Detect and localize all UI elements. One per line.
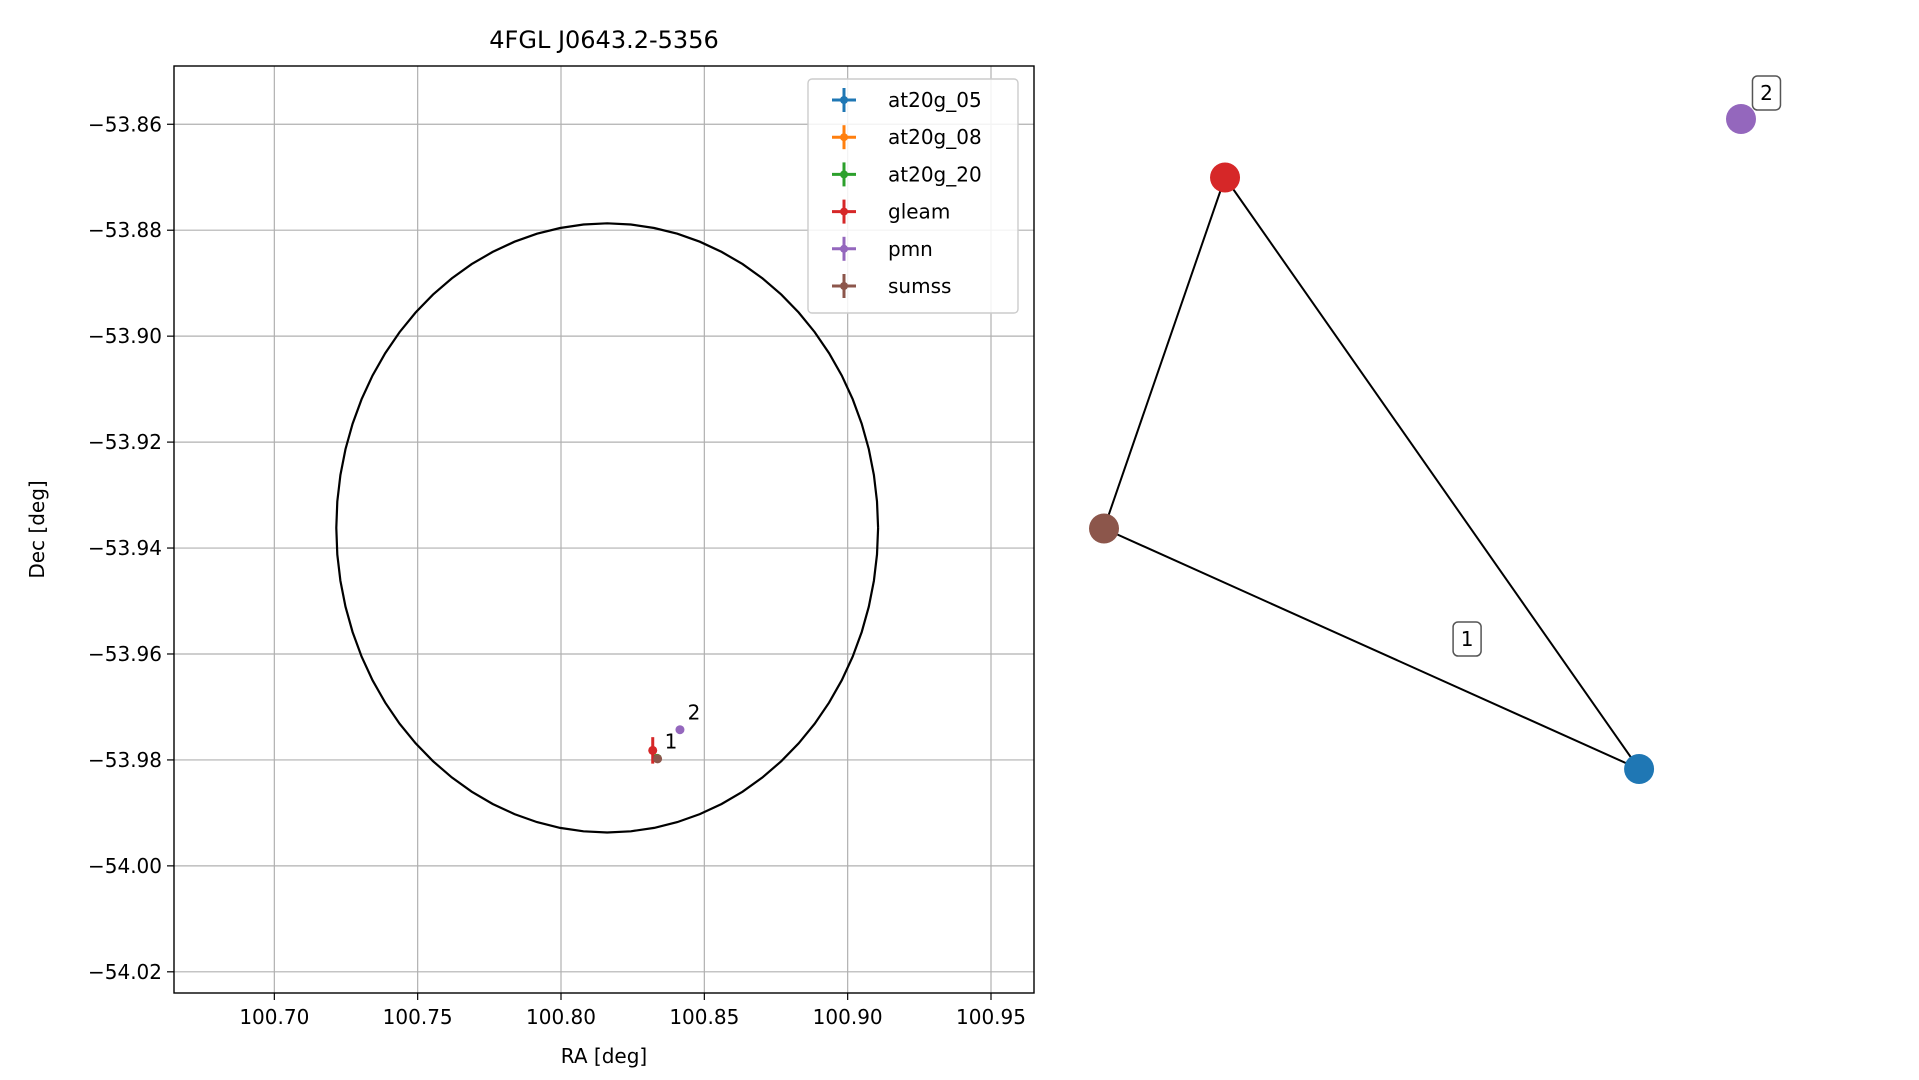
legend-marker-gleam bbox=[840, 207, 848, 216]
localization-ellipse bbox=[335, 222, 880, 834]
legend-frame bbox=[807, 78, 1019, 314]
y-tick-label: −53.88 bbox=[88, 218, 162, 242]
legend-label-pmn: pmn bbox=[888, 237, 933, 261]
y-tick-label: −53.94 bbox=[88, 536, 162, 560]
network-label-2: 2 bbox=[1760, 81, 1773, 105]
marker-gleam bbox=[648, 745, 658, 755]
plot-frame bbox=[173, 65, 1035, 994]
edge-gleam-sumss bbox=[1103, 177, 1226, 529]
legend-marker-at20g_05 bbox=[840, 96, 848, 104]
network-graph: 12 bbox=[1089, 75, 1782, 784]
y-axis-label: Dec [deg] bbox=[25, 480, 49, 578]
marker-pmn bbox=[675, 725, 685, 735]
y-tick-label: −54.02 bbox=[88, 960, 162, 984]
source-markers bbox=[648, 725, 685, 764]
network-label-box-1 bbox=[1452, 621, 1482, 657]
network-labels: 12 bbox=[1452, 75, 1782, 657]
network-label-1: 1 bbox=[1461, 627, 1474, 651]
y-tick-label: −53.98 bbox=[88, 748, 162, 772]
y-tick-label: −53.92 bbox=[88, 430, 162, 454]
legend-label-at20g_05: at20g_05 bbox=[888, 88, 982, 112]
sky-plot: 12 100.70 100.75 100.80 100.85 100.90 100.95 … bbox=[25, 26, 1035, 1068]
legend-label-gleam: gleam bbox=[888, 200, 950, 224]
legend-marker-at20g_20 bbox=[840, 170, 848, 179]
node-gleam bbox=[1210, 162, 1241, 193]
source-annotation-1: 1 bbox=[665, 729, 678, 753]
network-label-box-2 bbox=[1751, 75, 1782, 111]
network-nodes bbox=[1089, 104, 1756, 784]
legend-marker-sumss bbox=[840, 282, 848, 290]
legend-label-sumss: sumss bbox=[888, 274, 951, 298]
network-edges bbox=[1103, 176, 1640, 770]
y-tick-label: −53.96 bbox=[88, 642, 162, 666]
source-annotations: 12 bbox=[665, 701, 701, 754]
edge-gleam-at20g bbox=[1224, 176, 1640, 770]
x-tick-label: 100.70 bbox=[239, 1005, 309, 1029]
x-tick-label: 100.75 bbox=[383, 1005, 453, 1029]
x-tick-label: 100.80 bbox=[526, 1005, 596, 1029]
node-sumss bbox=[1089, 513, 1119, 544]
x-tick-label: 100.95 bbox=[956, 1005, 1026, 1029]
y-axis-ticks: −53.86 −53.88 −53.90 −53.92 −53.94 −53.96 −53.… bbox=[88, 112, 174, 984]
edge-sumss-at20g bbox=[1103, 527, 1640, 770]
marker-sumss bbox=[653, 754, 663, 764]
chart-title: 4FGL J0643.2-5356 bbox=[489, 26, 718, 54]
y-tick-label: −54.00 bbox=[88, 854, 162, 878]
source-annotation-2: 2 bbox=[688, 701, 701, 725]
legend-label-at20g_20: at20g_20 bbox=[888, 162, 982, 186]
legend-marker-at20g_08 bbox=[840, 133, 848, 142]
y-tick-label: −53.86 bbox=[88, 112, 162, 136]
x-tick-label: 100.85 bbox=[669, 1005, 739, 1029]
node-pmn bbox=[1726, 104, 1756, 134]
legend-label-at20g_08: at20g_08 bbox=[888, 125, 982, 149]
x-tick-label: 100.90 bbox=[813, 1005, 883, 1029]
legend-marker-pmn bbox=[840, 244, 848, 253]
node-at20g bbox=[1624, 754, 1655, 784]
x-axis-label: RA [deg] bbox=[561, 1044, 647, 1068]
y-gridlines bbox=[174, 123, 1034, 973]
y-tick-label: −53.90 bbox=[88, 324, 162, 348]
x-axis-ticks: 100.70 100.75 100.80 100.85 100.90 100.95 bbox=[239, 993, 1026, 1029]
